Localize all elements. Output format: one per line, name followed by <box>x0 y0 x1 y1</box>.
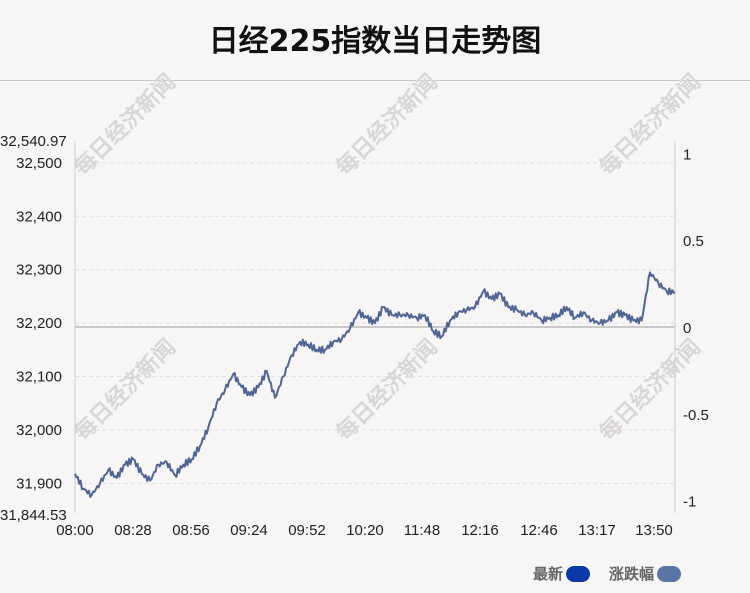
series-layer <box>74 271 676 498</box>
x-tick-label: 13:50 <box>635 522 673 539</box>
watermark-text: 每日经济新闻 <box>331 69 443 181</box>
y-tick-label: 32,400 <box>16 208 62 225</box>
title-divider <box>0 80 750 81</box>
chart-title: 日经225指数当日走势图 <box>208 24 542 59</box>
x-tick-label: 08:56 <box>172 522 210 539</box>
right-tick-label: -1 <box>683 494 696 511</box>
y-tick-label: 32,300 <box>16 262 62 279</box>
grid-lines <box>75 162 675 484</box>
watermark-text: 每日经济新闻 <box>331 334 443 446</box>
y-min-label: 31,844.53 <box>0 507 67 524</box>
y-tick-label: 32,100 <box>16 369 62 386</box>
y-tick-label: 32,000 <box>16 422 62 439</box>
right-tick-label: 1 <box>683 146 691 163</box>
legend-swatch-change <box>657 565 682 582</box>
y-max-label: 32,540.97 <box>0 133 67 150</box>
watermark-text: 每日经济新闻 <box>594 69 706 181</box>
y-tick-label: 32,200 <box>16 315 62 332</box>
right-y-axis-ticks: 1 0.5 0 -0.5 -1 <box>683 146 709 510</box>
legend-item-change: 涨跌幅 <box>609 563 682 584</box>
x-tick-label: 13:17 <box>578 522 616 539</box>
right-tick-label: 0 <box>683 320 691 337</box>
legend-item-latest: 最新 <box>533 563 591 584</box>
x-tick-label: 08:00 <box>56 522 94 539</box>
left-y-axis-ticks: 32,500 32,400 32,300 32,200 32,100 32,000 31,9… <box>0 133 67 524</box>
x-axis-ticks: 08:00 08:28 08:56 09:24 09:52 10:20 11:48 12:16… <box>56 522 673 539</box>
right-tick-label: 0.5 <box>683 233 704 250</box>
axes <box>74 141 676 513</box>
x-tick-label: 08:28 <box>114 522 152 539</box>
x-tick-label: 09:52 <box>288 522 326 539</box>
x-tick-label: 09:24 <box>230 522 268 539</box>
legend-label-change: 涨跌幅 <box>609 565 655 583</box>
x-tick-label: 12:46 <box>520 522 558 539</box>
y-tick-label: 31,900 <box>16 475 62 492</box>
x-tick-label: 10:20 <box>346 522 384 539</box>
y-tick-label: 32,500 <box>16 155 62 172</box>
watermark-text: 每日经济新闻 <box>69 69 181 181</box>
right-tick-label: -0.5 <box>683 407 709 424</box>
watermark-text: 每日经济新闻 <box>594 334 706 446</box>
x-tick-label: 12:16 <box>461 522 499 539</box>
series-line-latest <box>74 271 676 498</box>
legend-swatch-latest <box>566 565 591 582</box>
x-tick-label: 11:48 <box>404 522 440 539</box>
watermark-text: 每日经济新闻 <box>69 334 181 446</box>
legend-label-latest: 最新 <box>533 565 564 583</box>
